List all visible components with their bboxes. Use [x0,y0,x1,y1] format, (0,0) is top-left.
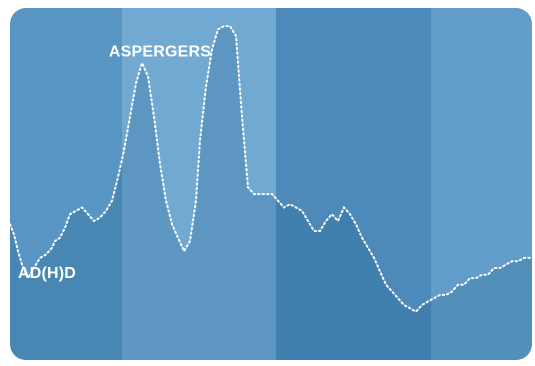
data-point-64 [379,271,381,273]
data-point-30 [177,237,179,239]
series-line [10,25,532,313]
data-point-86 [511,260,513,262]
band-shade-4 [431,8,532,360]
data-point-25 [147,76,149,78]
background-band-3 [276,8,431,360]
data-point-54 [319,230,321,232]
data-point-78 [463,284,465,286]
data-point-85 [505,264,507,266]
data-point-36 [211,49,213,51]
line-chart: AD(H)DASPERGERSSCHIZOFRENI [10,8,532,360]
data-point-6 [39,257,41,259]
background-band-1 [10,8,122,360]
data-point-66 [391,291,393,293]
data-point-9 [54,240,56,242]
data-point-40 [235,35,237,37]
data-point-57 [337,220,339,222]
data-point-24 [141,62,143,64]
data-point-34 [199,140,201,142]
area-under-line [10,26,532,360]
data-point-28 [165,200,167,202]
data-point-1 [13,234,15,236]
data-point-77 [457,284,459,286]
band-shade-3 [276,8,431,360]
data-point-7 [45,254,47,256]
data-point-69 [409,308,411,310]
data-point-35 [205,86,207,88]
data-point-13 [75,210,77,212]
data-point-58 [343,207,345,209]
data-point-17 [99,217,101,219]
data-point-21 [123,150,125,152]
data-point-81 [481,274,483,276]
data-point-20 [117,176,119,178]
data-point-33 [195,200,197,202]
background-band-2 [122,8,276,360]
data-point-75 [445,294,447,296]
data-point-67 [397,297,399,299]
data-point-15 [87,213,89,215]
data-point-79 [469,277,471,279]
data-point-10 [59,237,61,239]
data-point-2 [17,250,19,252]
background-band-4 [431,8,532,360]
data-point-18 [105,210,107,212]
data-point-48 [283,207,285,209]
data-point-74 [439,294,441,296]
data-point-29 [171,224,173,226]
data-point-73 [433,297,435,299]
data-point-41 [241,116,243,118]
data-point-44 [259,193,261,195]
data-point-16 [93,220,95,222]
data-point-47 [277,200,279,202]
data-point-56 [331,213,333,215]
data-point-88 [523,257,525,259]
data-point-50 [295,207,297,209]
data-point-76 [451,291,453,293]
data-point-8 [51,247,53,249]
data-point-59 [349,213,351,215]
data-point-52 [307,220,309,222]
data-point-87 [517,260,519,262]
data-point-61 [361,237,363,239]
data-point-65 [385,284,387,286]
data-point-46 [271,193,273,195]
data-point-32 [189,240,191,242]
annotation-label: ASPERGERS [109,43,211,60]
data-point-80 [475,277,477,279]
data-point-27 [159,163,161,165]
data-point-12 [69,213,71,215]
data-point-31 [183,250,185,252]
data-point-14 [81,207,83,209]
data-point-42 [247,187,249,189]
data-point-72 [427,301,429,303]
data-point-51 [301,210,303,212]
data-point-83 [493,267,495,269]
data-point-26 [153,116,155,118]
data-point-82 [487,274,489,276]
data-point-55 [325,220,327,222]
data-point-22 [129,116,131,118]
data-point-68 [403,304,405,306]
data-point-63 [373,257,375,259]
data-point-19 [111,200,113,202]
data-point-84 [499,267,501,269]
data-point-62 [367,247,369,249]
data-point-37 [217,29,219,31]
data-point-70 [415,311,417,313]
band-shade-1 [10,8,122,360]
data-point-45 [265,193,267,195]
annotation-label: AD(H)D [18,265,76,282]
data-point-43 [253,193,255,195]
data-point-38 [223,25,225,27]
chart-area: AD(H)DASPERGERSSCHIZOFRENI [10,8,532,360]
data-point-60 [355,224,357,226]
band-shade-2 [122,8,276,360]
data-point-53 [313,230,315,232]
data-point-11 [64,227,66,229]
data-point-39 [229,25,231,27]
data-point-71 [421,304,423,306]
data-point-23 [135,82,137,84]
data-point-49 [289,203,291,205]
